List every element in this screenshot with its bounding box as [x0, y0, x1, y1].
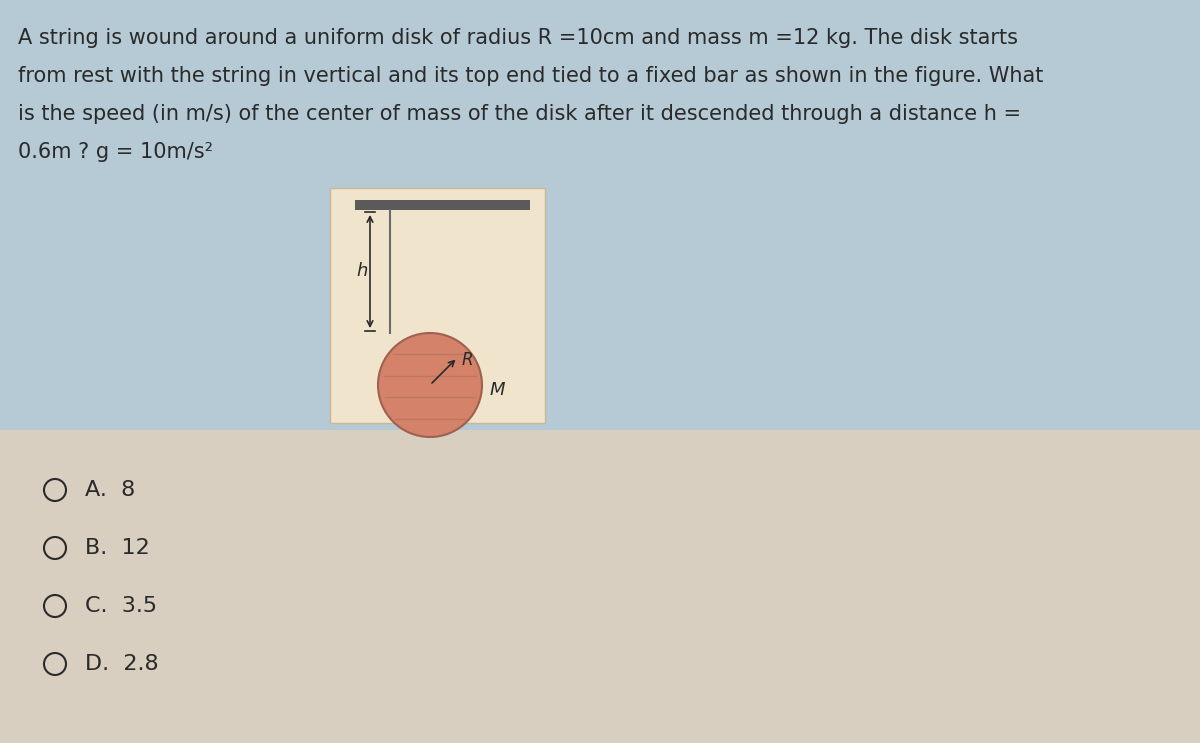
Bar [355, 200, 530, 210]
Text: h: h [356, 262, 367, 281]
Bar [0, 0, 1200, 430]
Text: D.  2.8: D. 2.8 [85, 654, 158, 674]
Bar [330, 188, 545, 423]
Text: R: R [462, 351, 473, 369]
Circle shape [378, 333, 482, 437]
Text: is the speed (in m/s) of the center of mass of the disk after it descended throu: is the speed (in m/s) of the center of m… [18, 104, 1021, 124]
Text: M: M [490, 381, 505, 399]
Text: from rest with the string in vertical and its top end tied to a fixed bar as sho: from rest with the string in vertical an… [18, 66, 1043, 86]
Text: A.  8: A. 8 [85, 480, 136, 500]
Text: 0.6m ? g = 10m/s²: 0.6m ? g = 10m/s² [18, 142, 214, 162]
Bar [0, 430, 1200, 743]
Text: C.  3.5: C. 3.5 [85, 596, 157, 616]
Text: B.  12: B. 12 [85, 538, 150, 558]
Text: A string is wound around a uniform disk of radius R =10cm and mass m =12 kg. The: A string is wound around a uniform disk … [18, 28, 1018, 48]
